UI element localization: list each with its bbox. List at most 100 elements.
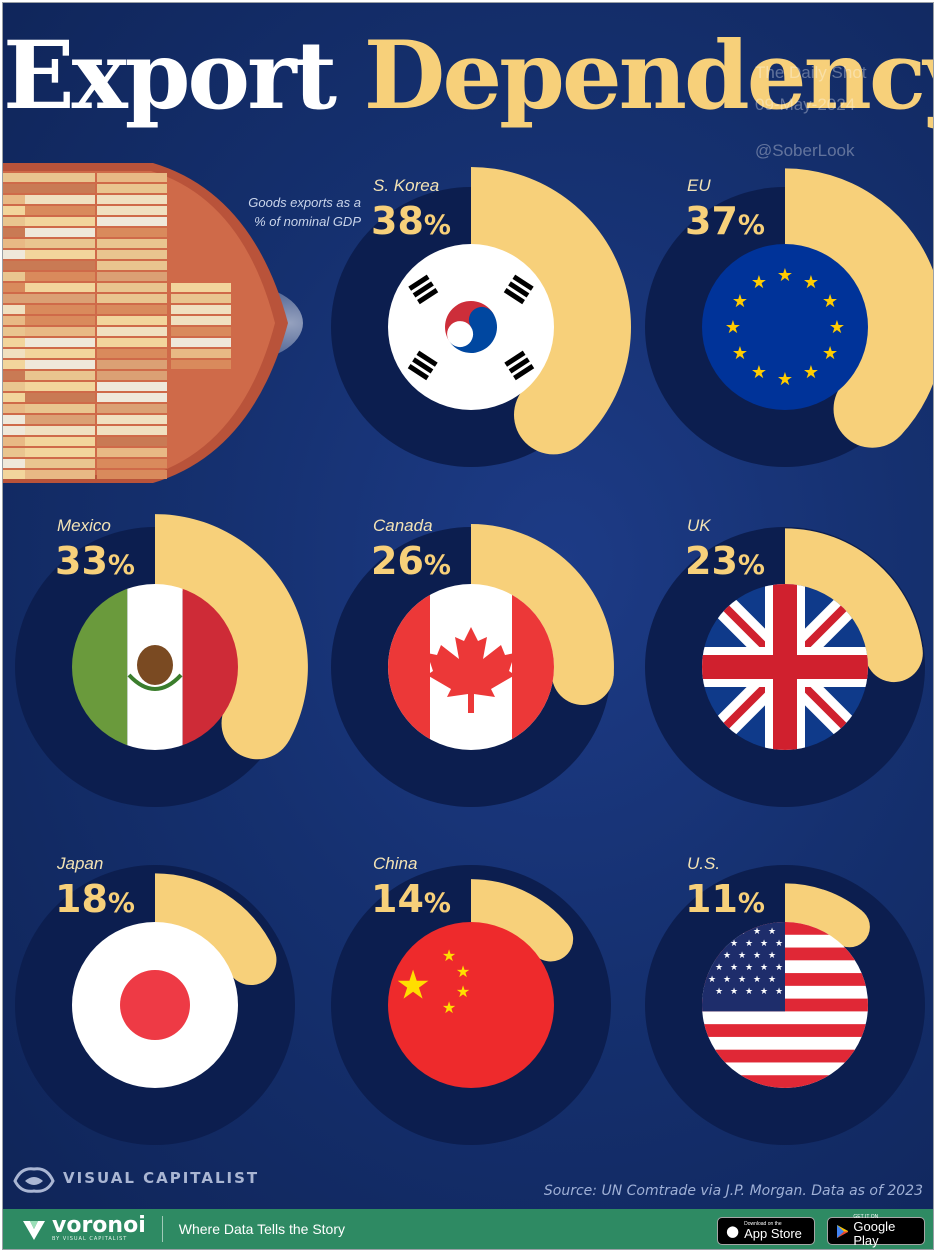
google-play-icon [837, 1224, 849, 1238]
shipping-container [3, 459, 43, 468]
bar-end-cap [513, 375, 593, 455]
eu-star: ★ [829, 317, 845, 338]
voronoi-logo-icon [23, 1221, 45, 1240]
shipping-container [25, 404, 95, 413]
shipping-container [3, 283, 43, 292]
us-star: ★ [745, 963, 753, 973]
eu-star: ★ [732, 343, 748, 364]
shipping-container [3, 316, 43, 325]
voronoi-wordmark: voronoi [52, 1213, 146, 1238]
shipping-container [3, 415, 43, 424]
eu-flag: ★ ★★★★★★★★★★★ [702, 244, 868, 410]
country-label: UK [687, 516, 711, 535]
shipping-container [3, 228, 43, 237]
shipping-container [171, 283, 231, 292]
shipping-container [25, 382, 95, 391]
shipping-container [97, 272, 167, 281]
country-label: Mexico [57, 516, 111, 535]
eu-star: ★ [751, 272, 767, 293]
shipping-container [97, 195, 167, 204]
us-star: ★ [775, 963, 783, 973]
eu-star: ★ [822, 291, 838, 312]
percent-sign: % [424, 550, 451, 581]
us-star: ★ [715, 963, 723, 973]
shipping-container [3, 327, 43, 336]
shipping-container [3, 382, 43, 391]
percent-sign: % [738, 210, 765, 241]
shipping-container [171, 316, 231, 325]
shipping-container [3, 426, 43, 435]
apple-icon: ● [726, 1222, 740, 1240]
shipping-container [25, 305, 95, 314]
shipping-container [25, 250, 95, 259]
shipping-container [97, 228, 167, 237]
shipping-container [97, 173, 167, 182]
china-flag: ★★★★★ [388, 922, 554, 1088]
country-label: U.S. [687, 854, 720, 873]
shipping-container [25, 217, 95, 226]
us-star: ★ [715, 987, 723, 997]
shipping-container [3, 393, 43, 402]
voronoi-brand[interactable]: voronoi BY VISUAL CAPITALIST [21, 1213, 146, 1242]
percent-sign: % [738, 888, 765, 919]
visual-capitalist-wordmark: VISUAL CAPITALIST [63, 1168, 260, 1187]
us-star: ★ [768, 927, 776, 937]
chart-subtitle: Goods exports as a % of nominal GDP [203, 193, 361, 231]
shipping-container [171, 305, 231, 314]
shipping-container [25, 415, 95, 424]
country-label: S. Korea [373, 176, 439, 195]
shipping-container [97, 239, 167, 248]
title-export: Export [3, 21, 337, 131]
google-play-button[interactable]: GET IT ON Google Play [827, 1214, 925, 1248]
export-share-bar [471, 524, 614, 676]
footer-tagline: Where Data Tells the Story [178, 1221, 346, 1237]
us-star: ★ [753, 927, 761, 937]
eu-star: ★ [725, 317, 741, 338]
source-note: Source: UN Comtrade via J.P. Morgan. Dat… [543, 1183, 923, 1199]
canada-flag [388, 584, 554, 750]
eu-star: ★ [732, 291, 748, 312]
eu-star: ★ [751, 362, 767, 383]
china-star: ★ [442, 946, 456, 965]
us-star: ★ [760, 939, 768, 949]
shipping-container [97, 283, 167, 292]
us-star: ★ [738, 951, 746, 961]
app-store-button[interactable]: ● Download on the App Store [717, 1217, 815, 1245]
shipping-container [3, 261, 43, 270]
shipping-container [97, 382, 167, 391]
shipping-container [25, 294, 95, 303]
export-share-bar [785, 528, 923, 657]
page-title: Export Dependency [3, 21, 933, 131]
china-star: ★ [456, 982, 470, 1001]
shipping-container [25, 470, 95, 479]
shipping-container [3, 404, 43, 413]
eu-star: ★ [777, 369, 793, 390]
shipping-container [25, 261, 95, 270]
shipping-container [25, 360, 95, 369]
us-star: ★ [723, 951, 731, 961]
us-star: ★ [723, 975, 731, 985]
shipping-container [97, 437, 167, 446]
footer-divider [161, 1216, 163, 1242]
south-korea-flag [388, 244, 554, 410]
us-star: ★ [768, 975, 776, 985]
shipping-container [25, 195, 95, 204]
watermark-source: The Daily Shot [755, 63, 867, 82]
shipping-container [97, 327, 167, 336]
shipping-container [97, 294, 167, 303]
percent-label: 11% [685, 877, 765, 921]
shipping-container [25, 437, 95, 446]
shipping-container [171, 327, 231, 336]
visual-capitalist-logo: VISUAL CAPITALIST [11, 1161, 259, 1195]
shipping-container [97, 393, 167, 402]
shipping-container [3, 437, 43, 446]
export-share-bar [785, 168, 933, 436]
app-store-small-label: Download on the [744, 1221, 782, 1227]
shipping-container [3, 239, 43, 248]
us-star: ★ [730, 963, 738, 973]
watermark-date: 09-May-2024 [755, 95, 856, 114]
bar-end-cap [528, 916, 574, 962]
shipping-container [3, 338, 43, 347]
